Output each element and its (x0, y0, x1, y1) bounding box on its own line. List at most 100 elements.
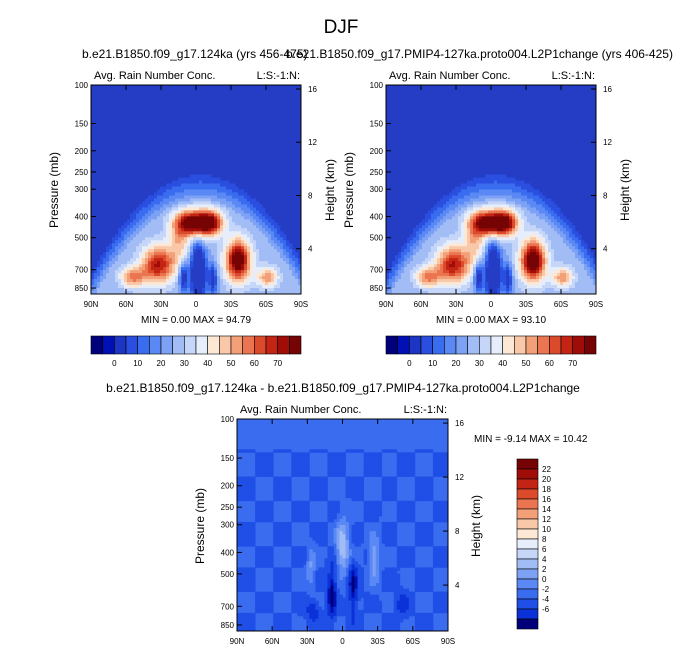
contour-cell (443, 285, 447, 289)
contour-cell (241, 207, 245, 211)
contour-cell (214, 195, 218, 199)
contour-cell (566, 219, 570, 223)
contour-cell (139, 219, 143, 223)
contour-cell (482, 198, 486, 202)
contour-cell (259, 255, 263, 259)
contour-cell (136, 207, 140, 211)
contour-cell (479, 189, 483, 193)
contour-cell (518, 249, 522, 253)
contour-cell (211, 198, 215, 202)
contour-cell (339, 461, 343, 465)
contour-cell (482, 240, 486, 244)
contour-cell (410, 273, 414, 277)
contour-cell (333, 500, 337, 505)
contour-cell (324, 494, 328, 499)
contour-cell (426, 491, 431, 496)
contour-cell (461, 282, 465, 286)
contour-cell (256, 231, 260, 235)
contour-cell (473, 291, 477, 294)
contour-cell (435, 473, 440, 477)
contour-cell (235, 213, 239, 217)
contour-cell (280, 261, 284, 265)
contour-cell (363, 518, 368, 523)
contour-cell (521, 195, 525, 199)
contour-cell (431, 231, 435, 235)
contour-cell (211, 243, 215, 247)
contour-cell (196, 174, 200, 178)
contour-cell (273, 488, 277, 493)
contour-cell (500, 276, 504, 280)
contour-cell (438, 470, 443, 474)
contour-cell (238, 246, 242, 250)
contour-cell (437, 237, 441, 241)
contour-cell (479, 261, 483, 265)
contour-cell (339, 518, 343, 523)
contour-cell (437, 264, 441, 268)
contour-cell (557, 279, 561, 283)
contour-cell (292, 255, 296, 259)
contour-cell (232, 228, 236, 232)
contour-cell (286, 249, 290, 253)
contour-cell (124, 285, 128, 289)
contour-cell (270, 464, 274, 468)
contour-cell (258, 503, 262, 508)
contour-cell (512, 183, 516, 187)
y-axis-label: Pressure (mb) (342, 152, 356, 228)
contour-cell (214, 222, 218, 226)
contour-cell (512, 288, 516, 292)
contour-cell (515, 243, 519, 247)
contour-cell (258, 452, 262, 456)
contour-cell (473, 237, 477, 241)
contour-cell (324, 482, 328, 487)
contour-cell (545, 261, 549, 265)
contour-cell (267, 509, 271, 514)
contour-cell (449, 270, 453, 274)
contour-cell (292, 258, 296, 262)
contour-cell (205, 234, 209, 238)
contour-cell (440, 258, 444, 262)
contour-cell (494, 225, 498, 229)
contour-cell (366, 458, 371, 462)
contour-cell (533, 249, 537, 253)
contour-cell (521, 219, 525, 223)
contour-cell (392, 276, 396, 280)
contour-cell (151, 216, 155, 220)
contour-cell (587, 282, 591, 286)
contour-cell (384, 476, 389, 480)
contour-cell (512, 240, 516, 244)
contour-cell (425, 216, 429, 220)
contour-cell (515, 255, 519, 259)
contour-cell (536, 261, 540, 265)
contour-cell (437, 267, 441, 271)
contour-cell (154, 234, 158, 238)
contour-cell (425, 282, 429, 286)
contour-cell (485, 207, 489, 211)
contour-cell (407, 261, 411, 265)
contour-cell (274, 261, 278, 265)
contour-cell (190, 180, 194, 184)
contour-cell (91, 288, 95, 292)
contour-cell (256, 246, 260, 250)
contour-cell (199, 210, 203, 214)
contour-cell (261, 470, 265, 474)
contour-cell (196, 180, 200, 184)
contour-cell (265, 279, 269, 283)
contour-cell (157, 198, 161, 202)
contour-cell (163, 228, 167, 232)
contour-cell (401, 270, 405, 274)
contour-cell (416, 261, 420, 265)
contour-cell (202, 174, 206, 178)
contour-cell (485, 264, 489, 268)
contour-cell (536, 240, 540, 244)
contour-cell (410, 276, 414, 280)
contour-cell (470, 186, 474, 190)
contour-cell (202, 291, 206, 294)
contour-cell (438, 509, 443, 514)
contour-cell (235, 288, 239, 292)
contour-cell (444, 473, 448, 477)
contour-cell (109, 279, 113, 283)
contour-cell (115, 252, 119, 256)
contour-cell (253, 213, 257, 217)
contour-cell (124, 261, 128, 265)
contour-cell (124, 279, 128, 283)
